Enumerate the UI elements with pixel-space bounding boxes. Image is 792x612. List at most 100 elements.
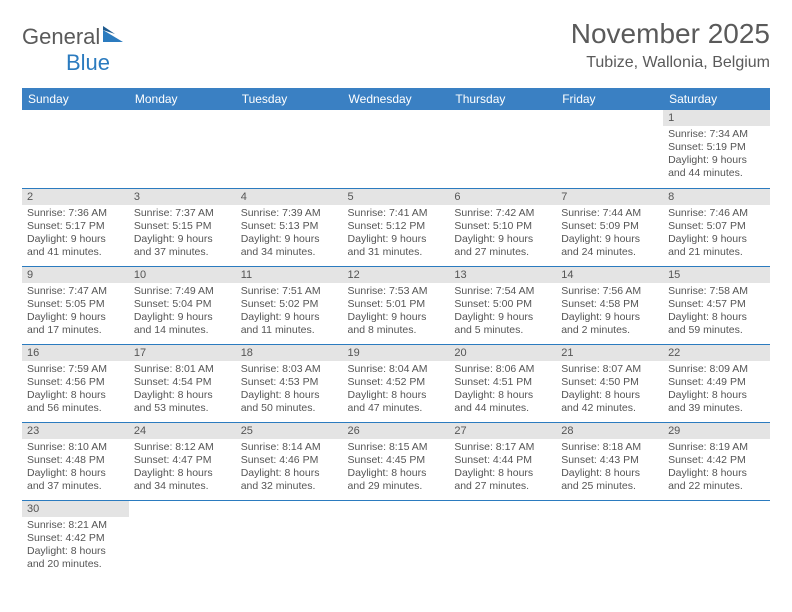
daylight-line-1: Daylight: 9 hours (134, 233, 231, 246)
day-number: 29 (663, 423, 770, 439)
daylight-line-2: and 17 minutes. (27, 324, 124, 337)
calendar-day-cell (449, 500, 556, 578)
sunset-line: Sunset: 5:13 PM (241, 220, 338, 233)
calendar-week-row: 16Sunrise: 7:59 AMSunset: 4:56 PMDayligh… (22, 344, 770, 422)
day-number: 19 (343, 345, 450, 361)
calendar-week-row: 30Sunrise: 8:21 AMSunset: 4:42 PMDayligh… (22, 500, 770, 578)
daylight-line-1: Daylight: 9 hours (348, 311, 445, 324)
calendar-day-cell (129, 500, 236, 578)
header: GeneralBlue November 2025 Tubize, Wallon… (22, 18, 770, 76)
sunset-line: Sunset: 4:45 PM (348, 454, 445, 467)
calendar-day-cell: 17Sunrise: 8:01 AMSunset: 4:54 PMDayligh… (129, 344, 236, 422)
sunrise-line: Sunrise: 7:36 AM (27, 207, 124, 220)
day-number: 6 (449, 189, 556, 205)
day-details: Sunrise: 8:18 AMSunset: 4:43 PMDaylight:… (556, 439, 663, 498)
day-number: 24 (129, 423, 236, 439)
day-number: 27 (449, 423, 556, 439)
daylight-line-2: and 47 minutes. (348, 402, 445, 415)
daylight-line-2: and 44 minutes. (668, 167, 765, 180)
daylight-line-2: and 27 minutes. (454, 246, 551, 259)
calendar-day-cell: 2Sunrise: 7:36 AMSunset: 5:17 PMDaylight… (22, 188, 129, 266)
logo: GeneralBlue (22, 24, 129, 76)
weekday-header: Wednesday (343, 88, 450, 110)
day-number: 21 (556, 345, 663, 361)
month-title: November 2025 (571, 18, 770, 50)
calendar-day-cell: 10Sunrise: 7:49 AMSunset: 5:04 PMDayligh… (129, 266, 236, 344)
calendar-day-cell: 11Sunrise: 7:51 AMSunset: 5:02 PMDayligh… (236, 266, 343, 344)
daylight-line-1: Daylight: 8 hours (27, 545, 124, 558)
calendar-day-cell: 12Sunrise: 7:53 AMSunset: 5:01 PMDayligh… (343, 266, 450, 344)
day-number: 12 (343, 267, 450, 283)
calendar-day-cell (663, 500, 770, 578)
title-block: November 2025 Tubize, Wallonia, Belgium (571, 18, 770, 72)
daylight-line-2: and 32 minutes. (241, 480, 338, 493)
day-number: 26 (343, 423, 450, 439)
sunset-line: Sunset: 4:50 PM (561, 376, 658, 389)
calendar-day-cell: 25Sunrise: 8:14 AMSunset: 4:46 PMDayligh… (236, 422, 343, 500)
daylight-line-1: Daylight: 8 hours (241, 389, 338, 402)
calendar-day-cell: 28Sunrise: 8:18 AMSunset: 4:43 PMDayligh… (556, 422, 663, 500)
calendar-day-cell: 18Sunrise: 8:03 AMSunset: 4:53 PMDayligh… (236, 344, 343, 422)
calendar-week-row: 1Sunrise: 7:34 AMSunset: 5:19 PMDaylight… (22, 110, 770, 188)
sunset-line: Sunset: 4:56 PM (27, 376, 124, 389)
daylight-line-1: Daylight: 9 hours (454, 233, 551, 246)
day-number: 11 (236, 267, 343, 283)
sunrise-line: Sunrise: 8:09 AM (668, 363, 765, 376)
day-number: 9 (22, 267, 129, 283)
daylight-line-2: and 50 minutes. (241, 402, 338, 415)
day-details: Sunrise: 7:36 AMSunset: 5:17 PMDaylight:… (22, 205, 129, 264)
calendar-day-cell (22, 110, 129, 188)
calendar-day-cell (449, 110, 556, 188)
sunset-line: Sunset: 4:44 PM (454, 454, 551, 467)
daylight-line-1: Daylight: 9 hours (241, 311, 338, 324)
day-details: Sunrise: 7:54 AMSunset: 5:00 PMDaylight:… (449, 283, 556, 342)
day-number: 14 (556, 267, 663, 283)
sunset-line: Sunset: 4:54 PM (134, 376, 231, 389)
sunset-line: Sunset: 4:51 PM (454, 376, 551, 389)
daylight-line-1: Daylight: 9 hours (241, 233, 338, 246)
calendar-day-cell (236, 500, 343, 578)
daylight-line-2: and 21 minutes. (668, 246, 765, 259)
day-number: 28 (556, 423, 663, 439)
calendar-week-row: 2Sunrise: 7:36 AMSunset: 5:17 PMDaylight… (22, 188, 770, 266)
day-number: 16 (22, 345, 129, 361)
calendar-day-cell: 24Sunrise: 8:12 AMSunset: 4:47 PMDayligh… (129, 422, 236, 500)
daylight-line-1: Daylight: 8 hours (27, 389, 124, 402)
daylight-line-2: and 44 minutes. (454, 402, 551, 415)
calendar-day-cell: 4Sunrise: 7:39 AMSunset: 5:13 PMDaylight… (236, 188, 343, 266)
daylight-line-1: Daylight: 9 hours (561, 311, 658, 324)
sunset-line: Sunset: 4:49 PM (668, 376, 765, 389)
sunset-line: Sunset: 4:52 PM (348, 376, 445, 389)
daylight-line-2: and 34 minutes. (241, 246, 338, 259)
day-details: Sunrise: 7:44 AMSunset: 5:09 PMDaylight:… (556, 205, 663, 264)
sunset-line: Sunset: 4:42 PM (668, 454, 765, 467)
day-details: Sunrise: 8:01 AMSunset: 4:54 PMDaylight:… (129, 361, 236, 420)
day-number: 7 (556, 189, 663, 205)
sunset-line: Sunset: 5:04 PM (134, 298, 231, 311)
day-details: Sunrise: 7:53 AMSunset: 5:01 PMDaylight:… (343, 283, 450, 342)
calendar-day-cell (129, 110, 236, 188)
day-number: 22 (663, 345, 770, 361)
sunset-line: Sunset: 5:15 PM (134, 220, 231, 233)
sunrise-line: Sunrise: 8:03 AM (241, 363, 338, 376)
daylight-line-2: and 53 minutes. (134, 402, 231, 415)
daylight-line-1: Daylight: 9 hours (27, 233, 124, 246)
daylight-line-1: Daylight: 8 hours (668, 311, 765, 324)
day-details: Sunrise: 8:06 AMSunset: 4:51 PMDaylight:… (449, 361, 556, 420)
day-details: Sunrise: 7:37 AMSunset: 5:15 PMDaylight:… (129, 205, 236, 264)
calendar-day-cell: 29Sunrise: 8:19 AMSunset: 4:42 PMDayligh… (663, 422, 770, 500)
daylight-line-1: Daylight: 9 hours (454, 311, 551, 324)
calendar-week-row: 23Sunrise: 8:10 AMSunset: 4:48 PMDayligh… (22, 422, 770, 500)
daylight-line-1: Daylight: 9 hours (134, 311, 231, 324)
daylight-line-1: Daylight: 8 hours (668, 467, 765, 480)
sunrise-line: Sunrise: 7:59 AM (27, 363, 124, 376)
day-details: Sunrise: 7:42 AMSunset: 5:10 PMDaylight:… (449, 205, 556, 264)
day-number: 17 (129, 345, 236, 361)
day-details: Sunrise: 7:34 AMSunset: 5:19 PMDaylight:… (663, 126, 770, 185)
sunrise-line: Sunrise: 8:04 AM (348, 363, 445, 376)
day-details: Sunrise: 7:56 AMSunset: 4:58 PMDaylight:… (556, 283, 663, 342)
daylight-line-1: Daylight: 8 hours (241, 467, 338, 480)
calendar-day-cell: 14Sunrise: 7:56 AMSunset: 4:58 PMDayligh… (556, 266, 663, 344)
day-details: Sunrise: 8:14 AMSunset: 4:46 PMDaylight:… (236, 439, 343, 498)
calendar-table: Sunday Monday Tuesday Wednesday Thursday… (22, 88, 770, 578)
